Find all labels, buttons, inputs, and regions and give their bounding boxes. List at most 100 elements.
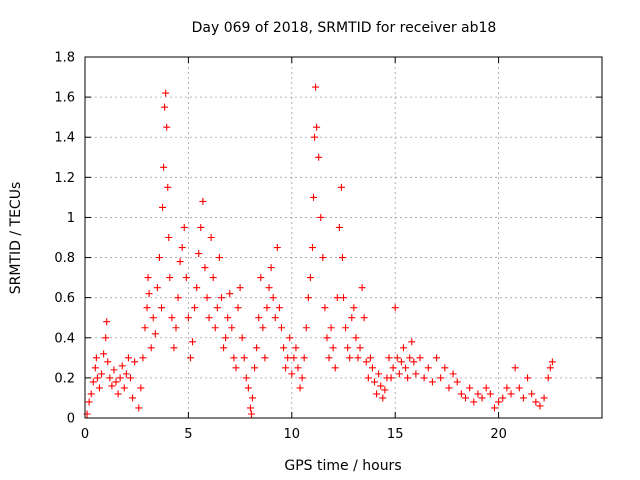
data-point xyxy=(147,344,155,352)
data-point xyxy=(191,304,199,312)
data-point xyxy=(393,354,401,362)
data-point xyxy=(220,344,228,352)
data-point xyxy=(304,294,312,302)
data-point xyxy=(195,250,203,258)
data-point xyxy=(277,324,285,332)
data-point xyxy=(377,382,385,390)
data-point xyxy=(511,364,519,372)
data-point xyxy=(399,344,407,352)
data-point xyxy=(482,384,490,392)
data-point xyxy=(437,374,445,382)
data-point xyxy=(536,402,544,410)
data-point xyxy=(215,254,223,262)
data-point xyxy=(267,264,275,272)
data-point xyxy=(153,284,161,292)
data-point xyxy=(255,314,263,322)
data-point xyxy=(329,344,337,352)
data-point xyxy=(381,386,389,394)
data-point xyxy=(311,133,319,141)
data-point xyxy=(391,304,399,312)
data-point xyxy=(319,254,327,262)
data-point xyxy=(263,304,271,312)
data-point xyxy=(182,274,190,282)
data-point xyxy=(412,370,420,378)
data-point xyxy=(253,344,261,352)
data-point xyxy=(280,344,288,352)
data-point xyxy=(373,390,381,398)
data-point xyxy=(244,384,252,392)
data-point xyxy=(211,324,219,332)
data-point xyxy=(114,390,122,398)
y-tick-label: 1.2 xyxy=(54,171,75,186)
grid-lines xyxy=(85,57,602,418)
data-point xyxy=(519,394,527,402)
y-axis-ticks: 0 0.2 0.4 0.6 0.8 1 1.2 1.4 1.6 1.8 xyxy=(54,51,602,427)
data-point xyxy=(124,354,132,362)
data-point xyxy=(151,330,159,338)
data-point xyxy=(273,244,281,252)
data-point xyxy=(172,324,180,332)
y-axis-label: SRMTID / TECUs xyxy=(8,182,24,295)
data-point xyxy=(286,334,294,342)
data-point xyxy=(129,394,137,402)
data-point xyxy=(495,398,503,406)
data-point xyxy=(397,358,405,366)
data-point xyxy=(230,354,238,362)
data-point xyxy=(360,314,368,322)
data-point xyxy=(189,338,197,346)
data-point xyxy=(356,344,364,352)
data-point xyxy=(308,244,316,252)
data-point xyxy=(327,324,335,332)
data-point xyxy=(333,294,341,302)
data-point xyxy=(160,163,168,171)
data-point xyxy=(441,364,449,372)
data-point xyxy=(474,390,482,398)
data-point xyxy=(259,324,267,332)
data-point xyxy=(102,334,110,342)
data-point xyxy=(389,364,397,372)
data-point xyxy=(180,223,188,231)
data-point xyxy=(168,314,176,322)
data-point xyxy=(337,183,345,191)
data-point xyxy=(141,324,149,332)
data-point xyxy=(528,390,536,398)
data-point xyxy=(162,89,170,97)
data-point xyxy=(462,394,470,402)
data-point xyxy=(246,404,254,412)
data-point xyxy=(100,350,108,358)
y-tick-label: 1.8 xyxy=(54,51,75,66)
data-point xyxy=(249,394,257,402)
data-point xyxy=(375,370,383,378)
data-point xyxy=(470,398,478,406)
data-point xyxy=(408,338,416,346)
data-point xyxy=(186,354,194,362)
data-point xyxy=(164,183,172,191)
data-point xyxy=(139,354,147,362)
data-point xyxy=(236,284,244,292)
plot-frame xyxy=(84,56,603,419)
data-point xyxy=(284,354,292,362)
data-point xyxy=(174,294,182,302)
data-point xyxy=(85,398,93,406)
data-point xyxy=(261,354,269,362)
y-tick-label: 1 xyxy=(67,211,75,226)
chart-title: Day 069 of 2018, SRMTID for receiver ab1… xyxy=(192,20,497,36)
data-point xyxy=(149,314,157,322)
data-point xyxy=(120,384,128,392)
data-point xyxy=(342,324,350,332)
data-point xyxy=(546,364,554,372)
data-point xyxy=(364,374,372,382)
data-point xyxy=(193,284,201,292)
data-point xyxy=(104,358,112,366)
data-point xyxy=(548,358,556,366)
data-point xyxy=(410,358,418,366)
y-tick-label: 0.2 xyxy=(54,371,75,386)
data-point xyxy=(368,364,376,372)
data-point xyxy=(234,304,242,312)
data-point xyxy=(532,398,540,406)
data-point xyxy=(95,384,103,392)
data-point xyxy=(433,354,441,362)
data-point xyxy=(205,314,213,322)
x-tick-label: 5 xyxy=(184,427,192,442)
